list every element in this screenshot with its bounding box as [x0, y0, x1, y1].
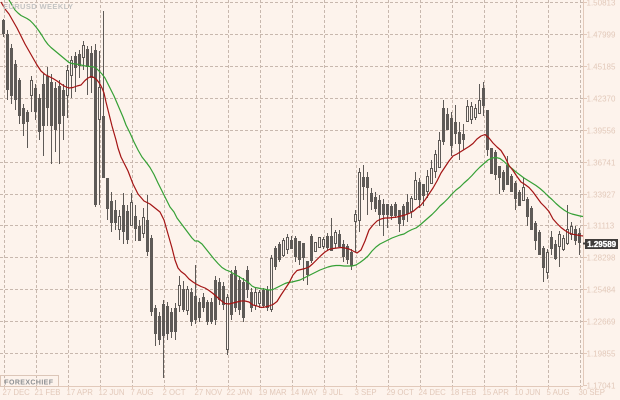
svg-text:15 APR: 15 APR [483, 388, 510, 397]
svg-text:1.36741: 1.36741 [587, 159, 616, 168]
svg-text:1.25484: 1.25484 [587, 286, 616, 295]
svg-text:18 FEB: 18 FEB [451, 388, 477, 397]
svg-text:1.33927: 1.33927 [587, 191, 616, 200]
svg-text:12 JUN: 12 JUN [99, 388, 125, 397]
svg-text:17 APR: 17 APR [67, 388, 94, 397]
svg-text:10 JUN: 10 JUN [515, 388, 541, 397]
svg-text:22 JAN: 22 JAN [227, 388, 253, 397]
svg-text:30 SEP: 30 SEP [579, 388, 605, 397]
svg-text:FOREXCHIEF: FOREXCHIEF [4, 379, 53, 386]
svg-text:7 AUG: 7 AUG [131, 388, 154, 397]
svg-text:1.47999: 1.47999 [587, 31, 616, 40]
svg-text:24 DEC: 24 DEC [419, 388, 447, 397]
svg-text:27 DEC: 27 DEC [3, 388, 31, 397]
svg-text:3 SEP: 3 SEP [355, 388, 377, 397]
svg-text:1.42370: 1.42370 [587, 95, 616, 104]
svg-text:1.19855: 1.19855 [587, 350, 616, 359]
svg-text:1.45185: 1.45185 [587, 63, 616, 72]
svg-text:1.22669: 1.22669 [587, 318, 616, 327]
svg-text:1.39556: 1.39556 [587, 127, 616, 136]
svg-text:27 NOV: 27 NOV [195, 388, 224, 397]
svg-text:1.28298: 1.28298 [587, 254, 616, 263]
svg-text:1.29589: 1.29589 [587, 240, 616, 249]
svg-text:EURUSD WEEKLY: EURUSD WEEKLY [3, 2, 73, 11]
svg-text:5 AUG: 5 AUG [547, 388, 570, 397]
svg-text:19 MAR: 19 MAR [259, 388, 288, 397]
svg-text:1.50813: 1.50813 [587, 0, 616, 8]
svg-text:2 OCT: 2 OCT [163, 388, 186, 397]
svg-text:14 MAY: 14 MAY [291, 388, 319, 397]
svg-text:9 JUL: 9 JUL [323, 388, 344, 397]
svg-text:29 OCT: 29 OCT [387, 388, 415, 397]
svg-text:21 FEB: 21 FEB [35, 388, 61, 397]
svg-text:1.17041: 1.17041 [587, 382, 616, 391]
svg-text:1.31113: 1.31113 [587, 222, 615, 231]
